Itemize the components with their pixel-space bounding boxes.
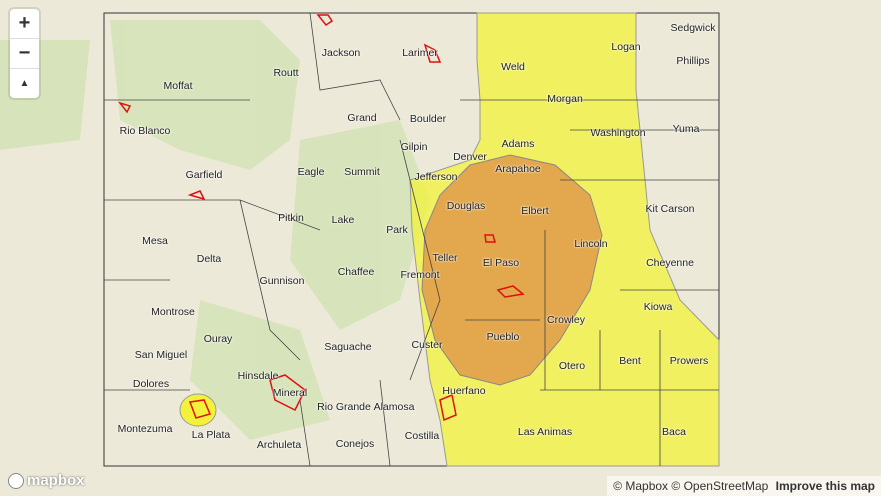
county-label: Jefferson <box>414 171 458 183</box>
county-label: Weld <box>501 61 525 73</box>
state-border <box>103 12 720 467</box>
county-label: Ouray <box>203 333 233 345</box>
county-label: Douglas <box>446 200 486 212</box>
county-label: Delta <box>196 253 222 265</box>
county-label: Lake <box>331 214 355 226</box>
fire-perimeter <box>439 393 457 422</box>
county-label: Saguache <box>324 341 372 353</box>
county-label: Kiowa <box>643 301 673 313</box>
zoom-out-button[interactable]: − <box>10 39 39 69</box>
county-label: Mesa <box>142 235 168 247</box>
county-label: Pitkin <box>278 212 304 224</box>
county-label: Baca <box>662 426 686 438</box>
county-label: Jackson <box>321 47 361 59</box>
county-label: Boulder <box>409 113 447 125</box>
county-label: Elbert <box>521 205 549 217</box>
county-label: Adams <box>501 138 535 150</box>
compass-icon: ▲ <box>19 77 30 89</box>
county-label: Yuma <box>672 123 700 135</box>
county-label: Montrose <box>151 306 195 318</box>
county-label: Park <box>386 224 408 236</box>
county-label: El Paso <box>482 257 520 269</box>
mapbox-logo[interactable]: mapbox <box>8 472 85 489</box>
county-label: La Plata <box>191 429 231 441</box>
fire-perimeter <box>496 285 525 298</box>
fire-perimeter <box>187 190 206 201</box>
county-label: Rio Grande <box>317 401 371 413</box>
fire-perimeters <box>117 14 525 422</box>
county-label: Grand <box>347 112 377 124</box>
county-label: Cheyenne <box>646 257 694 269</box>
county-label: Montezuma <box>117 423 173 435</box>
improve-map-link[interactable]: Improve this map <box>775 479 875 493</box>
county-label: Sedgwick <box>670 22 716 34</box>
mapbox-icon <box>8 472 24 489</box>
county-label: Gilpin <box>400 141 428 153</box>
fire-perimeter <box>423 43 442 63</box>
compass-button[interactable]: ▲ <box>10 69 39 98</box>
mapbox-attribution-link[interactable]: © Mapbox <box>613 479 669 493</box>
county-label: Denver <box>453 151 487 163</box>
attribution: © Mapbox © OpenStreetMap Improve this ma… <box>607 476 881 496</box>
county-label: Morgan <box>547 93 583 105</box>
osm-attribution-link[interactable]: © OpenStreetMap <box>671 479 769 493</box>
county-label: Hinsdale <box>237 370 279 382</box>
county-label: Fremont <box>400 269 440 281</box>
county-label: Teller <box>432 252 458 264</box>
county-label: Larimer <box>402 47 438 59</box>
risk-area-low-small[interactable] <box>179 393 217 427</box>
county-label: Archuleta <box>256 439 302 451</box>
county-label: Kit Carson <box>645 203 695 215</box>
zoom-in-button[interactable]: + <box>10 9 39 39</box>
terrain <box>0 20 430 440</box>
county-label: Crowley <box>547 314 585 326</box>
fire-perimeter <box>188 399 212 419</box>
county-label: Logan <box>611 41 641 53</box>
county-label: Washington <box>590 127 646 139</box>
county-label: Garfield <box>185 169 223 181</box>
county-label: Phillips <box>676 55 710 67</box>
fire-perimeter <box>117 101 132 114</box>
county-label: San Miguel <box>134 349 188 361</box>
county-label: Huerfano <box>442 385 486 397</box>
county-label: Lincoln <box>574 238 608 250</box>
county-label: Moffat <box>163 80 193 92</box>
county-label: Eagle <box>297 166 325 178</box>
county-label: Custer <box>411 339 443 351</box>
fire-perimeter <box>316 14 334 27</box>
county-label: Conejos <box>335 438 375 450</box>
county-label: Mineral <box>272 387 308 399</box>
county-label: Otero <box>558 360 586 372</box>
county-label: Chaffee <box>337 266 375 278</box>
county-label: Alamosa <box>373 401 415 413</box>
county-label: Dolores <box>132 378 170 390</box>
county-label: Gunnison <box>259 275 305 287</box>
fire-perimeter <box>269 374 306 412</box>
county-borders <box>104 12 719 467</box>
county-label: Arapahoe <box>495 163 541 175</box>
county-label: Summit <box>344 166 380 178</box>
fire-perimeter <box>484 234 496 243</box>
county-label: Bent <box>619 355 641 367</box>
county-label: Rio Blanco <box>119 125 171 137</box>
county-label: Pueblo <box>486 331 520 343</box>
county-label: Las Animas <box>517 426 573 438</box>
map-controls: + − ▲ <box>10 9 39 98</box>
county-label: Routt <box>273 67 299 79</box>
county-label: Prowers <box>669 355 709 367</box>
county-label: Costilla <box>404 430 440 442</box>
risk-area-moderate[interactable] <box>421 154 603 386</box>
